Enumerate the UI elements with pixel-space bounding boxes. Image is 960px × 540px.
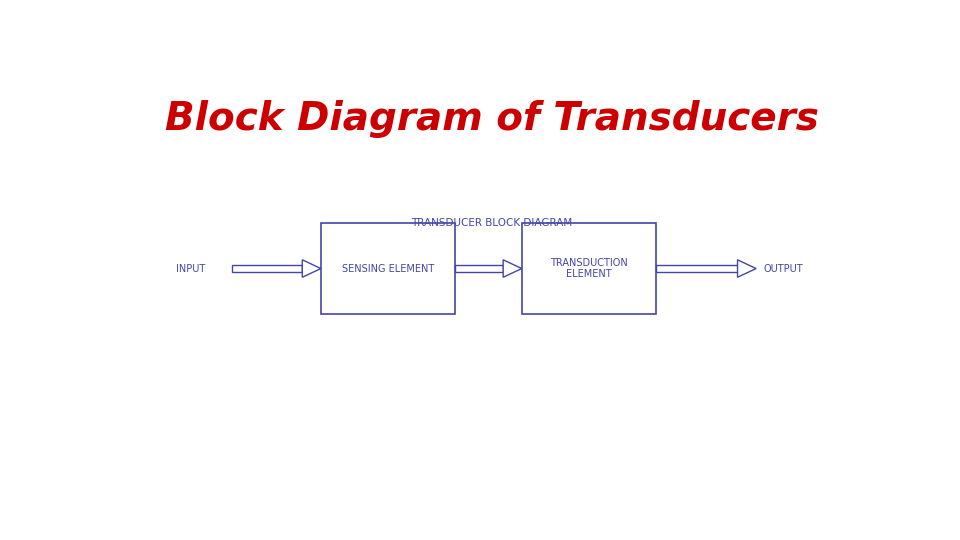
- Polygon shape: [302, 260, 321, 277]
- Text: INPUT: INPUT: [177, 264, 205, 274]
- Bar: [522, 223, 656, 314]
- Bar: [231, 265, 302, 272]
- Text: TRANSDUCER BLOCK DIAGRAM: TRANSDUCER BLOCK DIAGRAM: [412, 218, 572, 228]
- Bar: [455, 265, 503, 272]
- Text: Block Diagram of Transducers: Block Diagram of Transducers: [165, 100, 819, 138]
- Bar: [321, 223, 455, 314]
- Polygon shape: [737, 260, 756, 277]
- Text: TRANSDUCTION
ELEMENT: TRANSDUCTION ELEMENT: [550, 258, 628, 279]
- Bar: [656, 265, 737, 272]
- Polygon shape: [503, 260, 522, 277]
- Text: SENSING ELEMENT: SENSING ELEMENT: [342, 264, 434, 274]
- Text: OUTPUT: OUTPUT: [763, 264, 804, 274]
